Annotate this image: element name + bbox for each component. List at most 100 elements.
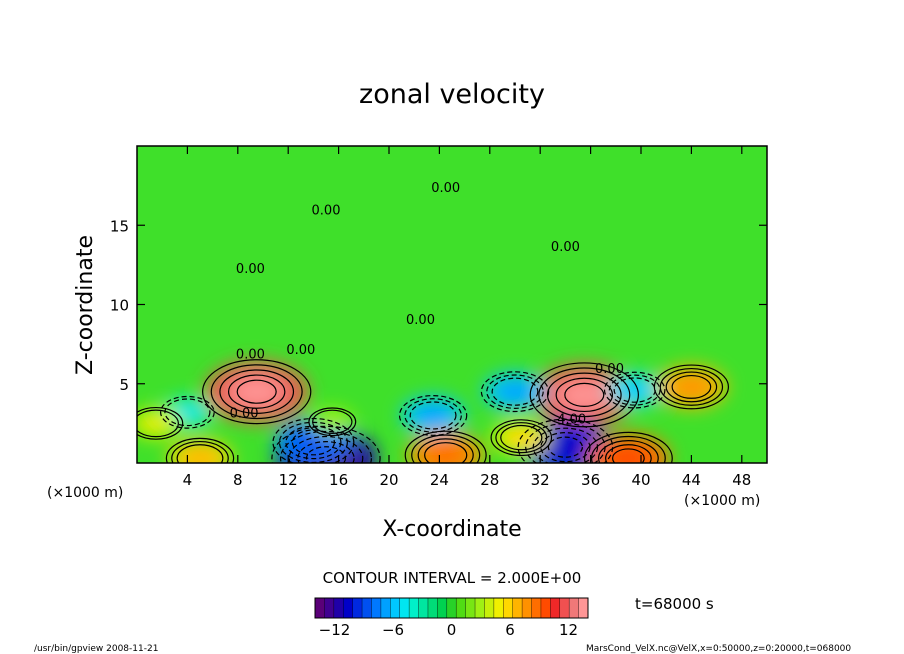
x-tick-label: 32 — [531, 471, 550, 489]
contour-line — [291, 429, 336, 456]
colorbar-tick-label: 0 — [447, 621, 457, 639]
field-feature-core — [182, 447, 218, 463]
plot-area — [137, 146, 767, 463]
colorbar-swatch — [484, 598, 495, 618]
time-label: t=68000 s — [635, 595, 714, 613]
field-feature-core — [540, 432, 591, 463]
contour-label: 4.00 — [557, 413, 586, 428]
footer-left: /usr/bin/gpview 2008-11-21 — [34, 644, 158, 654]
colorbar-swatch — [522, 598, 532, 618]
colorbar-swatch — [333, 598, 344, 618]
contour-line — [137, 406, 184, 440]
colorbar-swatch — [465, 598, 476, 618]
y-axis-label: Z-coordinate — [73, 235, 98, 375]
contour-line — [424, 442, 468, 463]
contour-line — [659, 367, 724, 406]
colorbar-swatch — [569, 598, 579, 618]
colorbar-swatch — [371, 598, 382, 618]
contour-label: 0.00 — [312, 203, 341, 218]
contour-line — [288, 435, 364, 463]
x-tick-label: 44 — [682, 471, 701, 489]
x-tick-label: 20 — [379, 471, 398, 489]
contour-line — [171, 440, 229, 463]
x-tick-label: 40 — [631, 471, 650, 489]
contour-line — [605, 444, 652, 463]
contour-line — [500, 424, 543, 451]
contour-line — [540, 432, 591, 463]
contour-line — [671, 374, 712, 399]
colorbar-tick-label: 6 — [505, 621, 515, 639]
contour-line — [219, 369, 295, 414]
contour-label: 0.00 — [431, 181, 460, 196]
contour-line — [517, 418, 614, 463]
colorbar-swatch — [427, 598, 438, 618]
colorbar-swatch — [456, 598, 467, 618]
contour-line — [480, 371, 550, 413]
colorbar-swatch — [399, 598, 410, 618]
colorbar-frame — [314, 597, 589, 619]
contour-line — [665, 371, 718, 403]
contour-line — [271, 425, 381, 463]
contour-line — [491, 377, 539, 406]
contour-line — [417, 438, 474, 463]
x-tick-label: 12 — [279, 471, 298, 489]
x-tick-label: 28 — [480, 471, 499, 489]
colorbar-swatch — [531, 598, 542, 618]
contour-line — [210, 364, 303, 420]
x-tick-label: 16 — [329, 471, 348, 489]
contour-label: 0.00 — [236, 262, 265, 277]
field-feature-core — [141, 414, 171, 432]
contour-line — [564, 382, 605, 407]
field-feature-core — [424, 442, 468, 463]
colorbar-swatch — [380, 598, 391, 618]
footer-right: MarsCond_VelX.nc@VelX,x=0:50000,z=0:2000… — [586, 644, 851, 654]
contour-line — [227, 374, 286, 409]
contour-line — [538, 367, 631, 423]
contour-line — [590, 435, 666, 463]
contour-line — [308, 407, 357, 437]
field-feature-core — [671, 375, 712, 399]
contour-line — [236, 379, 277, 404]
colorbar-swatch — [578, 598, 589, 618]
contour-line — [555, 377, 614, 413]
contour-line — [409, 401, 457, 430]
contour-line — [486, 374, 544, 409]
colorbar-swatch — [493, 598, 504, 618]
colorbar-swatch — [503, 598, 514, 618]
contour-label: 0.00 — [230, 406, 259, 421]
contour-label: 0.00 — [406, 313, 435, 328]
x-axis-unit: (×1000 m) — [684, 493, 760, 509]
contour-line — [411, 434, 481, 463]
y-tick-label: 5 — [119, 376, 129, 394]
chart-title: zonal velocity — [359, 79, 545, 110]
contour-line — [160, 395, 215, 429]
contour-label: 0.00 — [551, 240, 580, 255]
field-feature-core — [555, 377, 614, 413]
contour-line — [490, 419, 553, 457]
field-feature-core — [497, 380, 533, 403]
x-tick-label: 4 — [183, 471, 193, 489]
colorbar-swatch — [324, 598, 335, 618]
contour-line — [603, 371, 666, 409]
field-feature-core — [605, 444, 652, 463]
contour-line — [176, 444, 224, 463]
contour-line — [279, 430, 373, 463]
contour-line — [312, 409, 353, 434]
contour-interval-label: CONTOUR INTERVAL = 2.000E+00 — [323, 569, 582, 587]
contour-line — [297, 441, 355, 463]
colorbar-swatch — [362, 598, 372, 618]
contour-line — [202, 359, 312, 425]
x-tick-label: 36 — [581, 471, 600, 489]
contour-label: 0.00 — [286, 343, 315, 358]
x-axis-label: X-coordinate — [382, 517, 521, 542]
contour-label: 0.00 — [236, 348, 265, 363]
colorbar-swatch — [409, 598, 419, 618]
contour-line — [597, 440, 659, 463]
colorbar-swatch — [390, 598, 401, 618]
colorbar-swatch — [475, 598, 485, 618]
x-tick-label: 48 — [732, 471, 751, 489]
colorbar-swatch — [550, 598, 561, 618]
colorbar — [315, 598, 589, 618]
y-tick-label: 10 — [110, 297, 129, 315]
